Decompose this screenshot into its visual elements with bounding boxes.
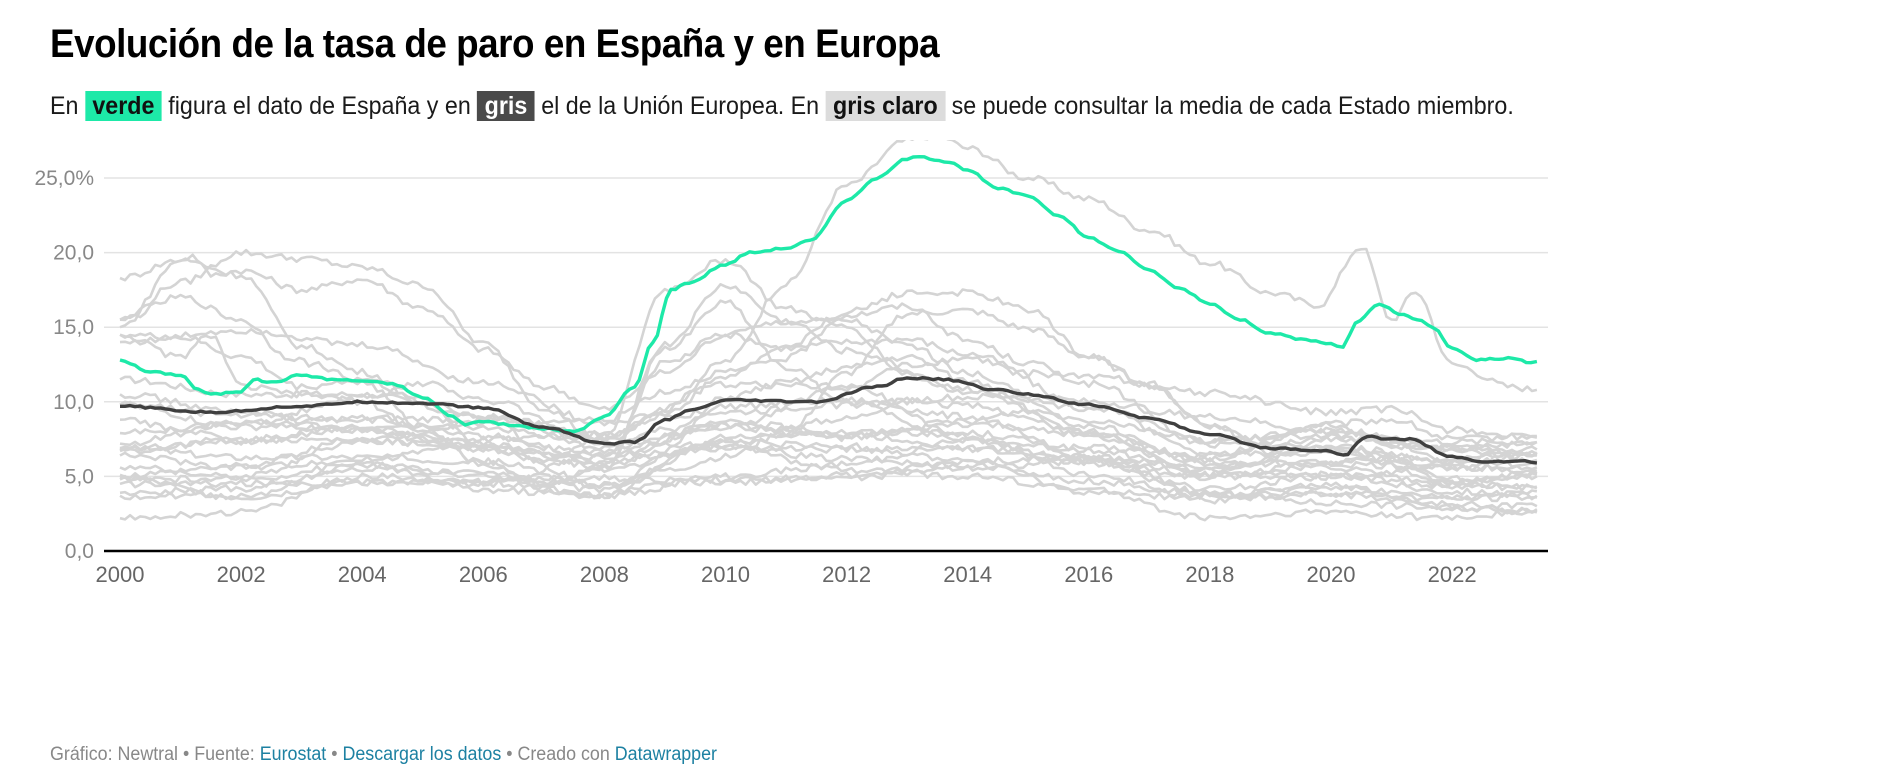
y-tick-label: 15,0 xyxy=(53,316,94,339)
datawrapper-link[interactable]: Datawrapper xyxy=(614,744,718,765)
member-line xyxy=(119,316,1538,492)
member-line xyxy=(119,436,1538,516)
member-line xyxy=(119,380,1538,501)
spain-line xyxy=(119,155,1538,434)
x-tick-label: 2000 xyxy=(96,562,145,587)
x-tick-label: 2014 xyxy=(943,562,992,587)
footer-created-with: • Creado con xyxy=(501,744,615,765)
footer-separator: • xyxy=(326,744,343,765)
member-line xyxy=(119,436,1537,503)
y-tick-label: 10,0 xyxy=(53,391,94,414)
y-tick-label: 5,0 xyxy=(65,465,94,488)
member-line xyxy=(119,416,1538,522)
x-tick-label: 2016 xyxy=(1064,562,1113,587)
chart-footer: Gráfico: Newtral • Fuente: Eurostat • De… xyxy=(50,744,717,766)
subtitle-text: se puede consultar la media de cada Esta… xyxy=(945,92,1514,120)
member-line xyxy=(119,400,1538,458)
x-tick-label: 2020 xyxy=(1307,562,1356,587)
legend-spain-label: verde xyxy=(84,91,162,121)
source-link[interactable]: Eurostat xyxy=(259,744,327,765)
x-tick-label: 2012 xyxy=(822,562,871,587)
y-tick-label: 0,0 xyxy=(65,540,94,563)
member-line xyxy=(119,380,1538,510)
x-axis-labels: 2000 2002 2004 2006 2008 2010 2012 2014 2016 2018… xyxy=(96,562,1477,587)
legend-members-label: gris claro xyxy=(825,91,946,121)
x-tick-label: 2002 xyxy=(217,562,266,587)
member-line xyxy=(119,417,1537,481)
member-state-lines xyxy=(119,140,1538,522)
eu-line xyxy=(120,376,1538,465)
y-axis-labels: 0,0 5,0 10,0 15,0 20,0 25,0% xyxy=(34,167,94,563)
member-line xyxy=(119,140,1538,439)
subtitle-text: el de la Unión Europea. En xyxy=(534,92,826,120)
x-tick-label: 2006 xyxy=(459,562,508,587)
download-data-link[interactable]: Descargar los datos xyxy=(342,744,502,765)
x-tick-label: 2008 xyxy=(580,562,629,587)
y-tick-label: 25,0% xyxy=(34,167,94,190)
line-chart: 0,0 5,0 10,0 15,0 20,0 25,0% 2000 2002 2004 2006… xyxy=(34,140,1548,587)
y-tick-label: 20,0 xyxy=(53,242,94,265)
legend-eu-label: gris xyxy=(477,91,535,121)
chart-subtitle: En verde figura el dato de España y en g… xyxy=(50,91,1514,121)
member-line xyxy=(119,392,1538,446)
member-line xyxy=(119,419,1538,492)
subtitle-text: figura el dato de España y en xyxy=(161,92,478,120)
footer-credit: Gráfico: Newtral • Fuente: xyxy=(50,744,260,765)
x-tick-label: 2022 xyxy=(1428,562,1477,587)
x-tick-label: 2004 xyxy=(338,562,387,587)
x-tick-label: 2018 xyxy=(1185,562,1234,587)
subtitle-text: En xyxy=(50,92,85,120)
chart-title: Evolución de la tasa de paro en España y… xyxy=(50,22,940,66)
x-tick-label: 2010 xyxy=(701,562,750,587)
highlight-lines xyxy=(119,155,1538,465)
